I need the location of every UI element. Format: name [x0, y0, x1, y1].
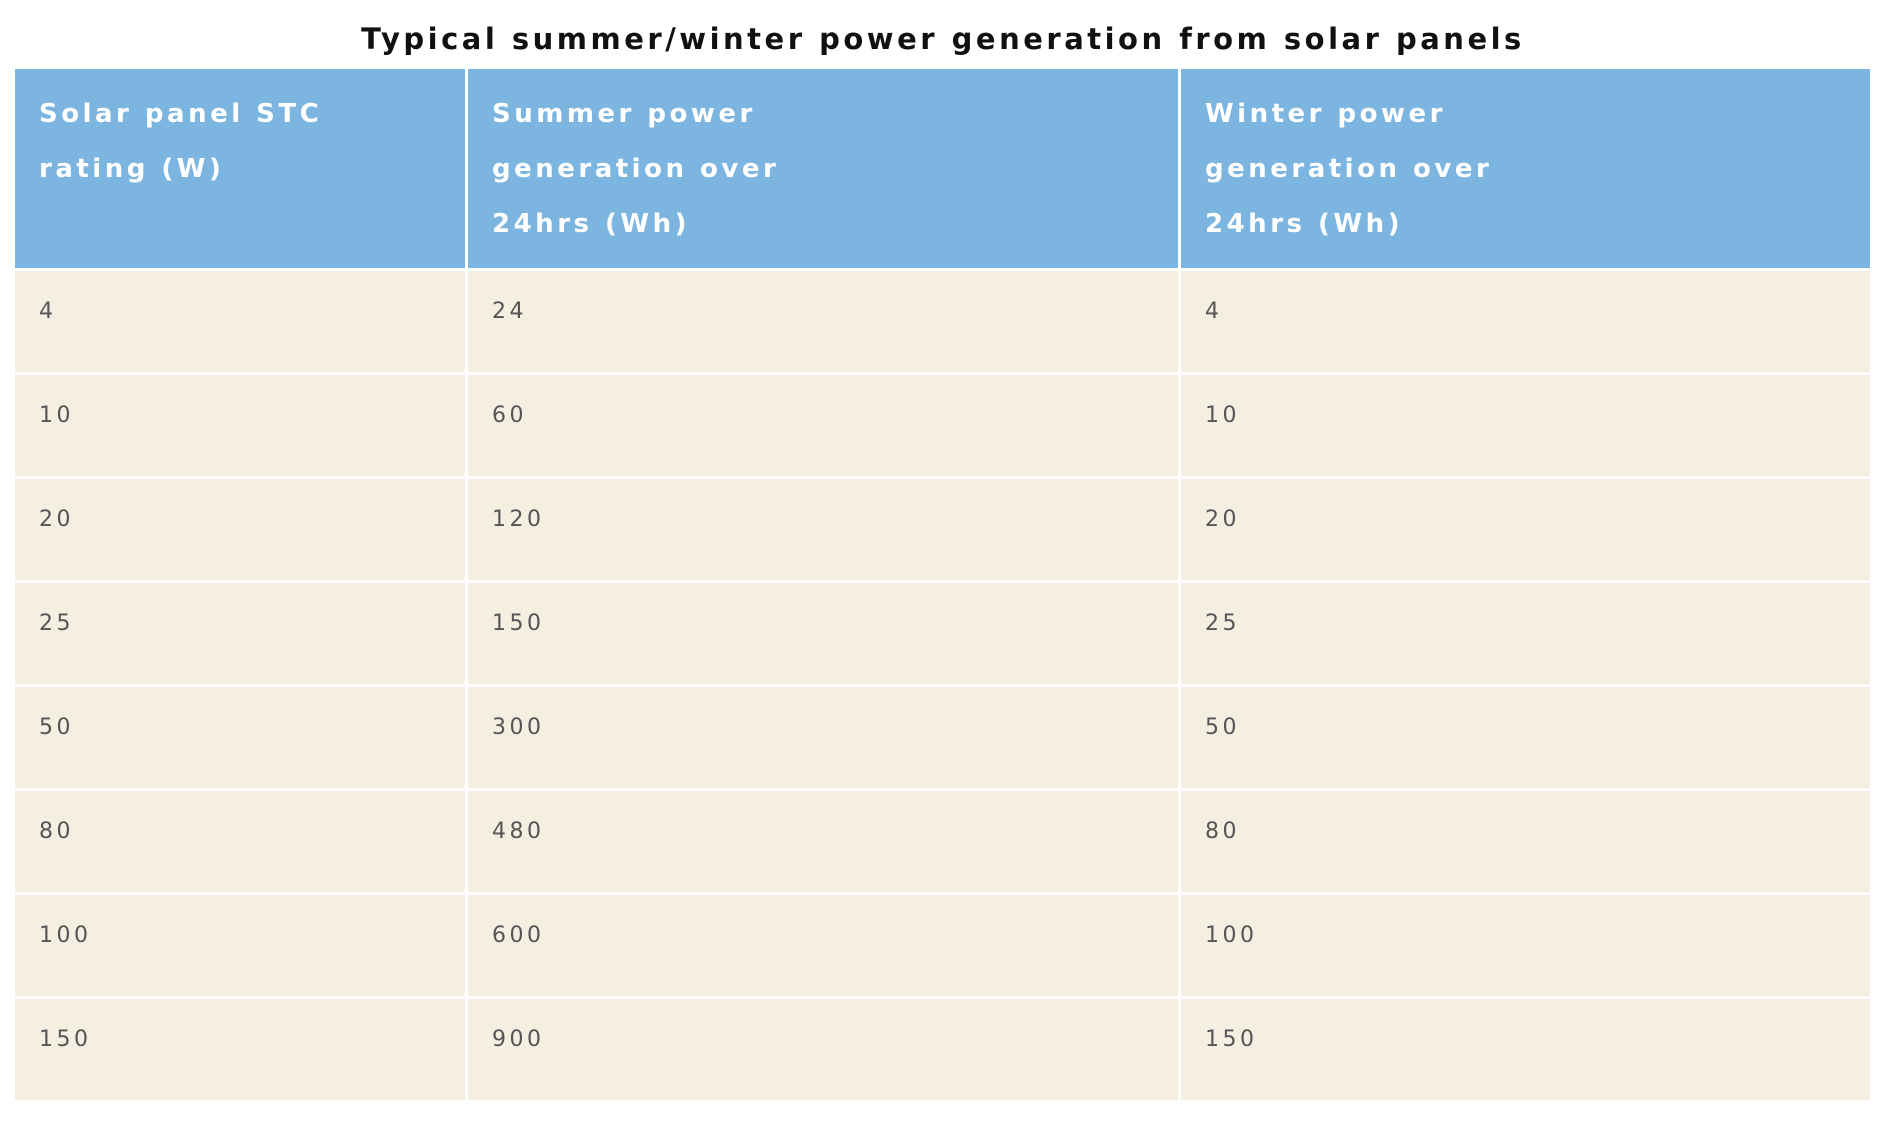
table-cell: 60 — [468, 375, 1178, 476]
table-row: 20 120 20 — [15, 479, 1870, 580]
table-body: 4 24 4 10 60 10 20 120 20 25 150 25 50 300 50 80 480 80 10… — [15, 271, 1870, 1100]
table-cell: 24 — [468, 271, 1178, 372]
data-table: Solar panel STC rating (W) Summer power g… — [12, 66, 1873, 1103]
table-cell: 150 — [1181, 999, 1870, 1100]
table-row: 4 24 4 — [15, 271, 1870, 372]
table-cell: 80 — [15, 791, 465, 892]
table-cell: 900 — [468, 999, 1178, 1100]
table-cell: 25 — [15, 583, 465, 684]
table-title: Typical summer/winter power generation f… — [361, 22, 1525, 56]
header-row: Solar panel STC rating (W) Summer power g… — [15, 69, 1870, 268]
table-cell: 50 — [1181, 687, 1870, 788]
table-cell: 10 — [15, 375, 465, 476]
table-cell: 20 — [15, 479, 465, 580]
table-row: 80 480 80 — [15, 791, 1870, 892]
table-cell: 4 — [15, 271, 465, 372]
table-cell: 100 — [1181, 895, 1870, 996]
header-cell: Summer power generation over 24hrs (Wh) — [468, 69, 1178, 268]
table-cell: 300 — [468, 687, 1178, 788]
table-cell: 120 — [468, 479, 1178, 580]
table-cell: 20 — [1181, 479, 1870, 580]
table-row: 10 60 10 — [15, 375, 1870, 476]
table-cell: 25 — [1181, 583, 1870, 684]
table-cell: 480 — [468, 791, 1178, 892]
table-cell: 600 — [468, 895, 1178, 996]
header-cell: Winter power generation over 24hrs (Wh) — [1181, 69, 1870, 268]
table-row: 150 900 150 — [15, 999, 1870, 1100]
header-cell: Solar panel STC rating (W) — [15, 69, 465, 268]
table-cell: 150 — [15, 999, 465, 1100]
table-row: 50 300 50 — [15, 687, 1870, 788]
table-row: 25 150 25 — [15, 583, 1870, 684]
table-cell: 100 — [15, 895, 465, 996]
table-cell: 80 — [1181, 791, 1870, 892]
table-cell: 50 — [15, 687, 465, 788]
table-cell: 150 — [468, 583, 1178, 684]
table-row: 100 600 100 — [15, 895, 1870, 996]
table-cell: 10 — [1181, 375, 1870, 476]
table-cell: 4 — [1181, 271, 1870, 372]
